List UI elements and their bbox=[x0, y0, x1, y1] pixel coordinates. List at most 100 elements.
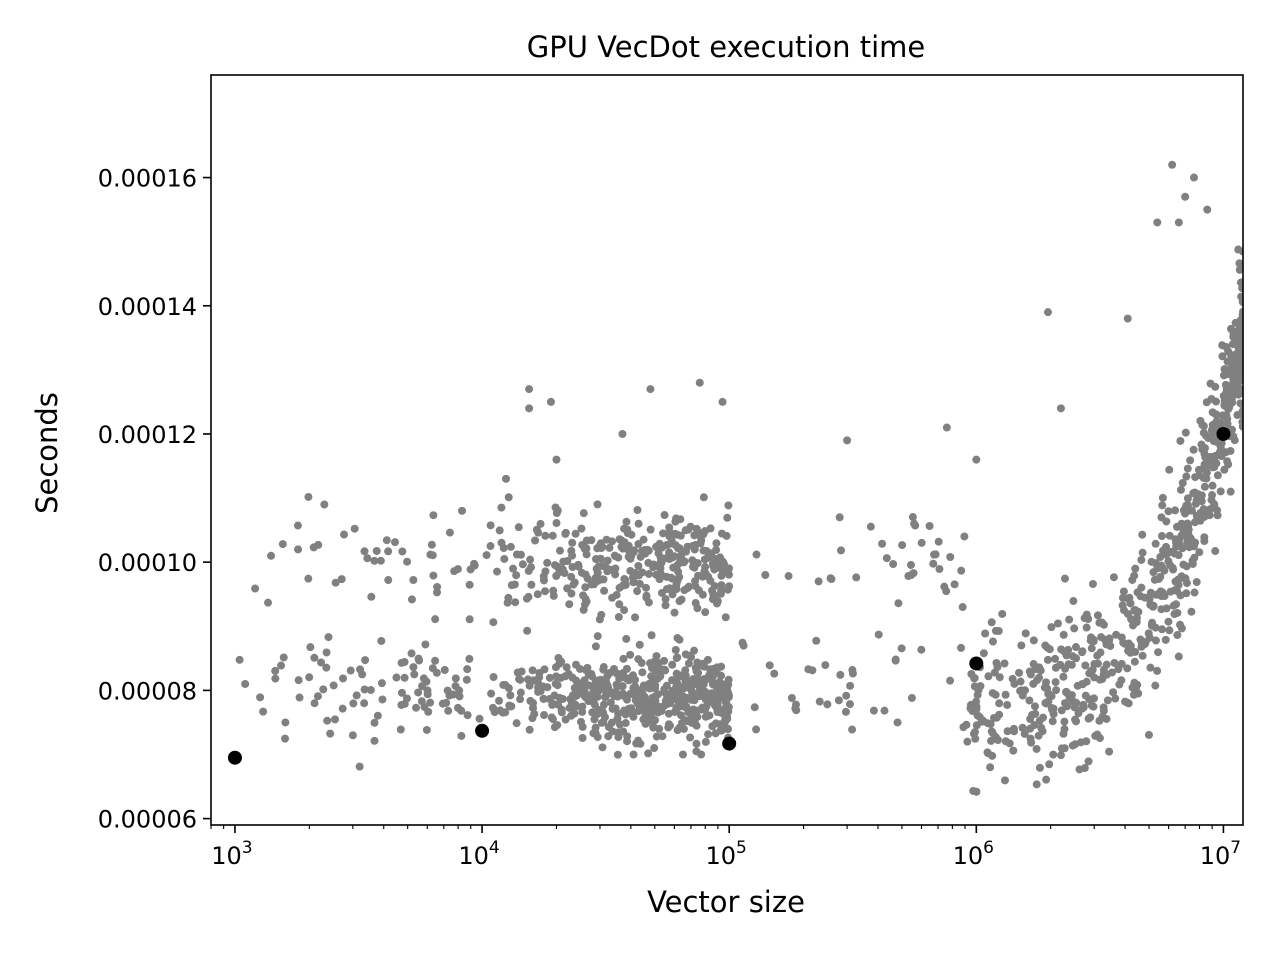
sample-point bbox=[934, 537, 943, 546]
sample-point bbox=[338, 704, 347, 713]
sample-point bbox=[1156, 588, 1165, 597]
sample-point bbox=[442, 698, 451, 707]
sample-point bbox=[992, 713, 1001, 722]
sample-point bbox=[1131, 647, 1140, 656]
sample-point bbox=[1110, 658, 1119, 667]
sample-point bbox=[1032, 744, 1041, 753]
sample-point bbox=[1009, 746, 1018, 755]
sample-point bbox=[1059, 630, 1068, 639]
sample-point bbox=[398, 547, 407, 556]
sample-point bbox=[866, 522, 875, 531]
sample-point bbox=[1125, 593, 1134, 602]
sample-point bbox=[615, 583, 624, 592]
sample-point bbox=[1172, 542, 1181, 551]
sample-point bbox=[987, 618, 996, 627]
sample-point bbox=[907, 693, 916, 702]
sample-point bbox=[1223, 419, 1232, 428]
sample-point bbox=[835, 513, 844, 522]
sample-point bbox=[1167, 547, 1176, 556]
sample-point bbox=[717, 586, 726, 595]
sample-point bbox=[1105, 636, 1114, 645]
sample-point bbox=[1056, 751, 1065, 760]
sample-point bbox=[1062, 688, 1071, 697]
sample-point bbox=[1016, 677, 1025, 686]
sample-point bbox=[1236, 339, 1243, 348]
sample-point bbox=[256, 693, 265, 702]
sample-point bbox=[495, 696, 504, 705]
sample-point bbox=[489, 673, 498, 682]
sample-point bbox=[836, 670, 845, 679]
sample-point bbox=[1159, 546, 1167, 555]
sample-point bbox=[972, 455, 981, 464]
sample-point bbox=[634, 707, 643, 716]
sample-point bbox=[1039, 713, 1048, 722]
sample-point bbox=[649, 722, 658, 731]
sample-point bbox=[852, 573, 861, 582]
sample-point bbox=[909, 569, 918, 578]
sample-point bbox=[957, 643, 966, 652]
sample-point bbox=[526, 563, 535, 572]
sample-point bbox=[633, 587, 642, 596]
sample-point bbox=[709, 589, 718, 598]
sample-point bbox=[594, 676, 603, 685]
sample-point bbox=[846, 681, 855, 690]
sample-point bbox=[968, 707, 977, 716]
sample-point bbox=[525, 725, 534, 734]
sample-point bbox=[1211, 547, 1220, 556]
sample-point bbox=[711, 719, 720, 728]
sample-point bbox=[617, 536, 626, 545]
x-tick-label: 105 bbox=[706, 838, 747, 870]
sample-point bbox=[501, 680, 510, 689]
sample-point bbox=[685, 651, 694, 660]
sample-point bbox=[350, 524, 359, 533]
sample-point bbox=[431, 656, 440, 665]
sample-point bbox=[355, 762, 364, 771]
sample-point bbox=[516, 688, 525, 697]
sample-point bbox=[526, 555, 535, 564]
sample-point bbox=[376, 556, 385, 565]
sample-point bbox=[963, 737, 972, 746]
sample-point bbox=[671, 646, 680, 654]
sample-point bbox=[554, 653, 563, 662]
sample-point bbox=[529, 676, 538, 685]
sample-point bbox=[925, 522, 934, 530]
sample-point bbox=[1237, 400, 1243, 409]
sample-point bbox=[407, 649, 416, 658]
sample-point bbox=[407, 595, 416, 604]
sample-point bbox=[549, 586, 558, 595]
sample-point bbox=[340, 530, 349, 539]
sample-point bbox=[1228, 340, 1237, 349]
sample-point bbox=[1153, 218, 1162, 227]
sample-point bbox=[1035, 663, 1044, 672]
sample-point bbox=[635, 640, 644, 649]
sample-point bbox=[791, 704, 800, 713]
sample-point bbox=[1227, 367, 1236, 376]
sample-point bbox=[581, 583, 590, 592]
sample-point bbox=[545, 673, 554, 682]
sample-point bbox=[326, 729, 335, 738]
sample-point bbox=[723, 724, 732, 733]
sample-point bbox=[930, 550, 939, 559]
sample-point bbox=[554, 700, 563, 709]
sample-point bbox=[440, 666, 449, 675]
sample-point bbox=[618, 429, 627, 438]
sample-point bbox=[652, 542, 661, 551]
sample-point bbox=[293, 521, 302, 530]
sample-point bbox=[1057, 744, 1066, 753]
sample-point bbox=[259, 707, 268, 716]
sample-point bbox=[475, 714, 484, 723]
sample-point bbox=[1216, 487, 1225, 496]
sample-point bbox=[1031, 709, 1040, 718]
sample-point bbox=[1158, 625, 1167, 634]
sample-point bbox=[593, 709, 602, 718]
sample-point bbox=[500, 554, 509, 563]
sample-point bbox=[503, 598, 512, 607]
sample-point bbox=[608, 704, 617, 713]
sample-point bbox=[279, 653, 288, 662]
sample-point bbox=[621, 580, 630, 589]
sample-point bbox=[1178, 544, 1187, 553]
sample-point bbox=[317, 658, 326, 667]
sample-point bbox=[702, 702, 711, 711]
sample-point bbox=[587, 695, 596, 704]
